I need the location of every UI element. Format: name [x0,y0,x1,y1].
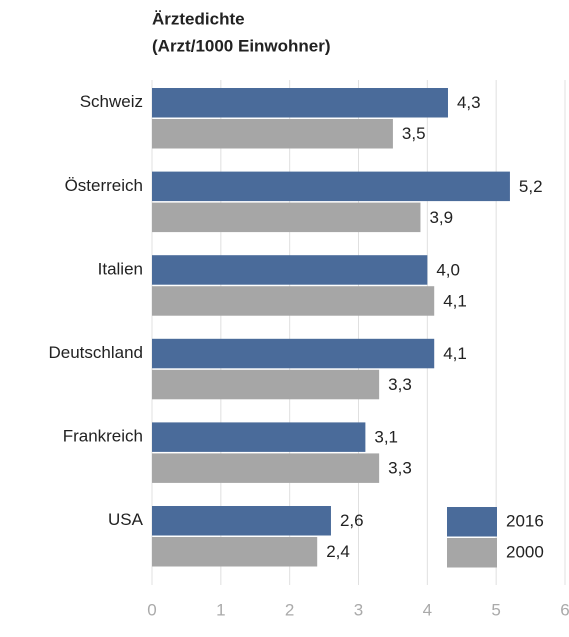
y-tick-label: Schweiz [80,92,143,111]
bar [152,88,448,118]
chart-subtitle: (Arzt/1000 Einwohner) [152,36,331,55]
x-tick-label: 0 [147,600,156,619]
value-label: 3,9 [429,208,453,227]
bar [152,453,380,483]
value-label: 2,6 [340,511,364,530]
x-tick-label: 5 [491,600,500,619]
bar [152,506,331,536]
x-tick-label: 1 [216,600,225,619]
y-tick-label: Deutschland [48,343,143,362]
value-label: 3,3 [388,459,412,478]
value-label: 3,1 [374,428,398,447]
bar [152,202,421,233]
y-tick-label: Österreich [65,176,143,195]
bar [152,171,510,202]
bar [152,119,393,149]
x-tick-label: 3 [354,600,363,619]
legend-swatch [447,507,497,537]
bar [152,286,435,316]
value-label: 5,2 [519,177,543,196]
y-tick-label: USA [108,510,144,529]
legend-swatch [447,538,497,568]
legend-label: 2016 [506,511,544,530]
x-tick-label: 2 [285,600,294,619]
value-label: 4,1 [443,344,467,363]
bar [152,255,428,285]
value-label: 4,0 [436,260,460,279]
value-label: 3,5 [402,124,426,143]
bar [152,422,366,452]
y-tick-label: Italien [98,259,143,278]
bar [152,369,380,400]
value-label: 4,1 [443,291,467,310]
chart-title: Ärztedichte [152,9,245,28]
value-label: 2,4 [326,542,350,561]
legend-label: 2000 [506,542,544,561]
value-label: 3,3 [388,375,412,394]
x-tick-label: 4 [423,600,432,619]
bar [152,537,318,567]
y-tick-label: Frankreich [63,427,143,446]
value-label: 4,3 [457,93,481,112]
bar [152,338,435,369]
x-tick-label: 6 [560,600,569,619]
